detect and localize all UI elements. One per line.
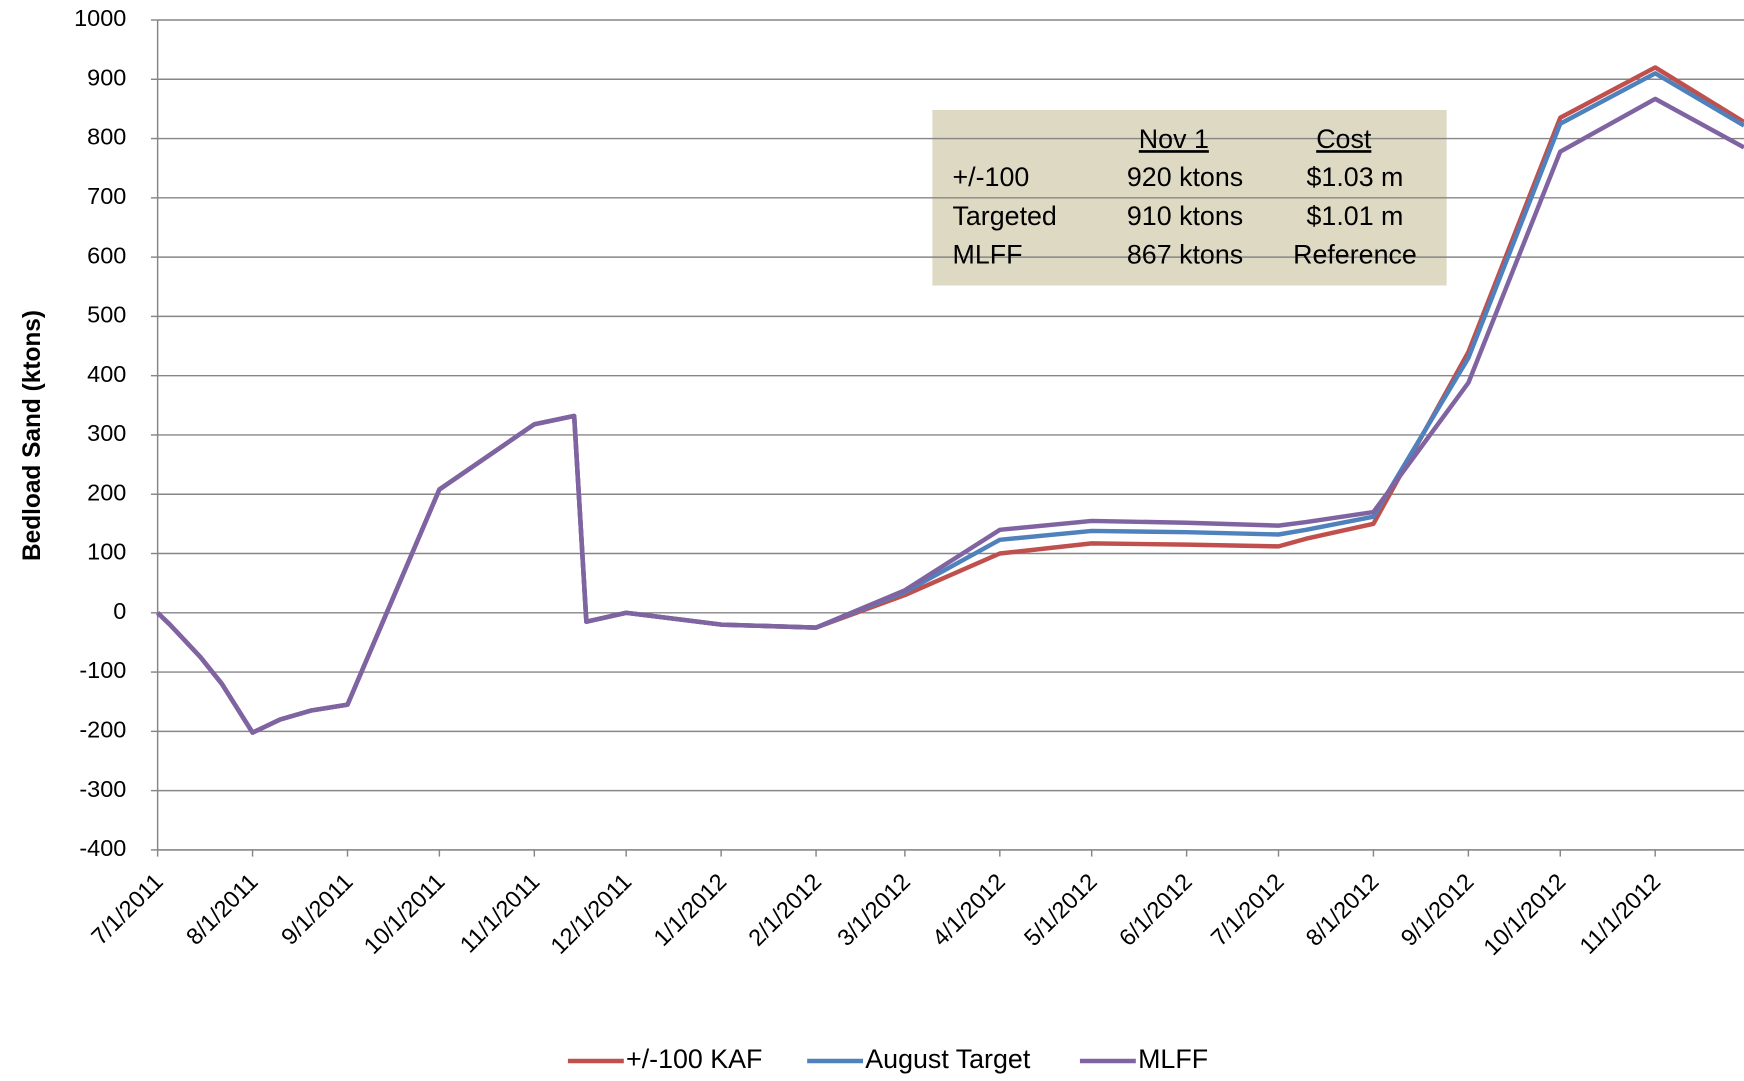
x-tick-label: 10/1/2011: [359, 868, 450, 958]
annotation-cell: 910 ktons: [1127, 201, 1243, 231]
x-tick-label: 11/1/2012: [1574, 868, 1665, 958]
y-tick-label: 0: [113, 598, 126, 624]
y-tick-label: 900: [87, 65, 126, 91]
x-tick-label: 4/1/2012: [927, 868, 1010, 951]
legend-label: +/-100 KAF: [626, 1044, 762, 1074]
x-tick-label: 9/1/2011: [276, 868, 358, 949]
x-tick-label: 9/1/2012: [1396, 868, 1479, 951]
x-tick-label: 2/1/2012: [743, 868, 826, 951]
x-tick-label: 7/1/2011: [86, 868, 168, 949]
y-tick-label: 1000: [74, 5, 126, 31]
series-line: [156, 96, 1744, 735]
y-tick-label: -400: [79, 835, 126, 861]
x-tick-label: 10/1/2012: [1478, 868, 1570, 960]
y-tick-label: -100: [79, 657, 126, 683]
x-tick-label: 8/1/2011: [181, 868, 263, 949]
x-tick-label: 7/1/2012: [1206, 868, 1289, 951]
x-tick-label: 11/1/2011: [455, 868, 545, 957]
y-axis-label: Bedload Sand (ktons): [19, 310, 46, 561]
x-tick-label: 12/1/2011: [545, 868, 636, 958]
annotation-cell: +/-100: [952, 162, 1029, 192]
annotation-cell: 920 ktons: [1127, 162, 1243, 192]
y-tick-label: 500: [87, 302, 126, 328]
y-tick-label: 700: [87, 183, 126, 209]
annotation-cell: $1.01 m: [1306, 201, 1403, 231]
annotation-cell: $1.03 m: [1306, 162, 1403, 192]
y-tick-label: 300: [87, 420, 126, 446]
x-tick-label: 5/1/2012: [1019, 868, 1102, 951]
y-tick-label: 600: [87, 242, 126, 268]
y-tick-label: -300: [79, 776, 126, 802]
y-tick-label: 200: [87, 479, 126, 505]
annotation-cell: MLFF: [952, 240, 1022, 270]
x-tick-label: 6/1/2012: [1114, 868, 1197, 951]
x-tick-label: 1/1/2012: [648, 868, 731, 951]
x-tick-label: 8/1/2012: [1301, 868, 1384, 951]
annotation-cell: Targeted: [952, 201, 1056, 231]
annotation-cell: 867 ktons: [1127, 240, 1243, 270]
annotation-header: Cost: [1316, 124, 1372, 154]
legend-label: MLFF: [1138, 1044, 1208, 1074]
x-tick-label: 3/1/2012: [832, 868, 915, 951]
y-tick-label: 400: [87, 361, 126, 387]
legend-label: August Target: [865, 1044, 1031, 1074]
annotation-header: Nov 1: [1139, 124, 1209, 154]
annotation-cell: Reference: [1293, 240, 1417, 270]
y-tick-label: 800: [87, 124, 126, 150]
y-tick-label: 100: [87, 539, 126, 565]
y-tick-label: -200: [79, 717, 126, 743]
